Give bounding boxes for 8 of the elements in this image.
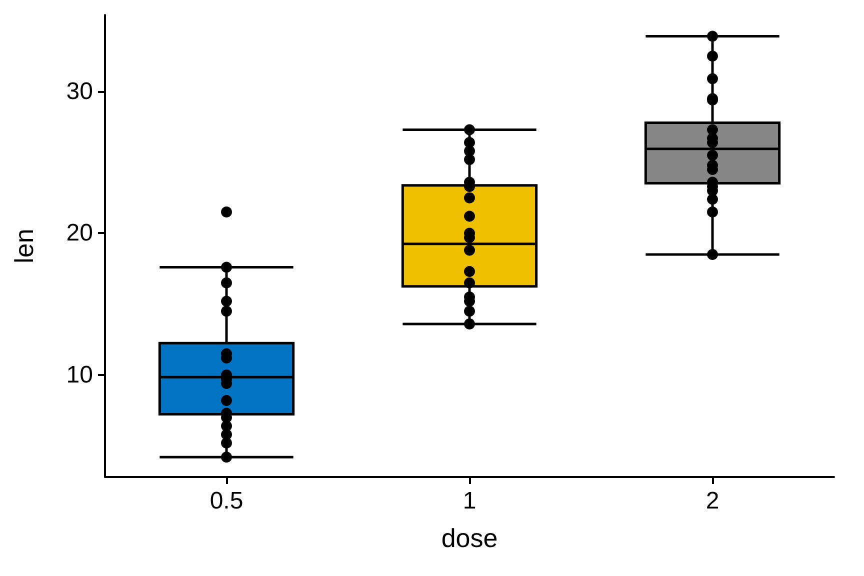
x-tick-label: 2	[706, 488, 720, 514]
y-tick-label: 30	[66, 78, 93, 106]
y-tick-label: 10	[66, 361, 93, 388]
x-tick-label: 1	[462, 488, 476, 514]
y-tick-label: 20	[66, 220, 93, 247]
y-axis-title: len	[9, 228, 39, 264]
x-axis-title: dose	[441, 523, 498, 553]
x-tick-label: 0.5	[210, 488, 244, 514]
